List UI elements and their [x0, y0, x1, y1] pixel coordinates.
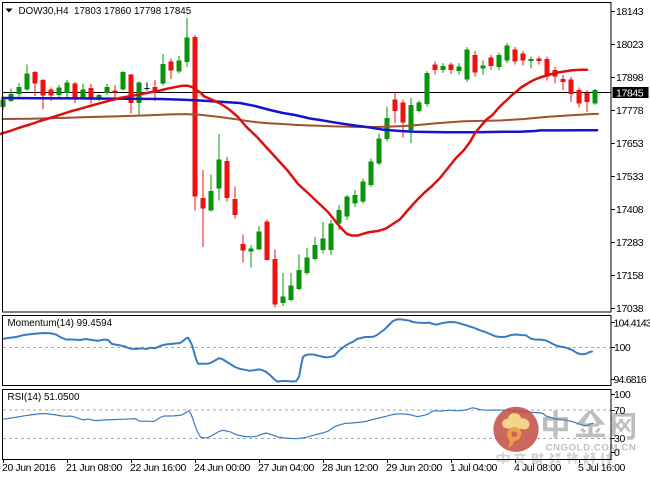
svg-text:17533: 17533 — [616, 171, 644, 183]
svg-text:30: 30 — [614, 433, 625, 445]
svg-text:17408: 17408 — [616, 204, 644, 216]
svg-text:17898: 17898 — [616, 72, 644, 84]
svg-text:0: 0 — [614, 447, 620, 459]
svg-text:4 Jul 08:00: 4 Jul 08:00 — [514, 462, 562, 474]
svg-text:29 Jun 20:00: 29 Jun 20:00 — [386, 462, 442, 474]
svg-text:100: 100 — [614, 342, 631, 354]
svg-text:17283: 17283 — [616, 237, 644, 249]
svg-text:20 Jun 2016: 20 Jun 2016 — [2, 462, 56, 474]
svg-text:94.6816: 94.6816 — [614, 374, 647, 386]
svg-text:21 Jun 08:00: 21 Jun 08:00 — [66, 462, 122, 474]
svg-text:28 Jun 12:00: 28 Jun 12:00 — [322, 462, 378, 474]
svg-text:104.4143: 104.4143 — [614, 317, 650, 329]
svg-text:RSI(14) 51.0500: RSI(14) 51.0500 — [8, 392, 80, 403]
svg-text:22 Jun 16:00: 22 Jun 16:00 — [130, 462, 186, 474]
svg-text:DOW30,H4 17803 17860 17798 17: DOW30,H4 17803 17860 17798 17845 — [19, 6, 192, 17]
svg-text:17778: 17778 — [616, 105, 644, 117]
svg-text:18023: 18023 — [616, 39, 644, 51]
svg-text:24 Jun 00:00: 24 Jun 00:00 — [194, 462, 250, 474]
svg-text:Momentum(14) 99.4594: Momentum(14) 99.4594 — [8, 318, 113, 329]
svg-text:100: 100 — [614, 389, 631, 401]
svg-text:70: 70 — [614, 405, 625, 417]
svg-text:18143: 18143 — [616, 6, 644, 18]
svg-text:5 Jul 16:00: 5 Jul 16:00 — [578, 462, 626, 474]
svg-text:17158: 17158 — [616, 270, 644, 282]
svg-text:17038: 17038 — [616, 303, 644, 315]
svg-text:17845: 17845 — [616, 87, 644, 99]
svg-text:17653: 17653 — [616, 138, 644, 150]
svg-text:27 Jun 04:00: 27 Jun 04:00 — [258, 462, 314, 474]
svg-text:CNGOLD.COM.CN: CNGOLD.COM.CN — [546, 443, 637, 454]
svg-text:1 Jul 04:00: 1 Jul 04:00 — [450, 462, 498, 474]
